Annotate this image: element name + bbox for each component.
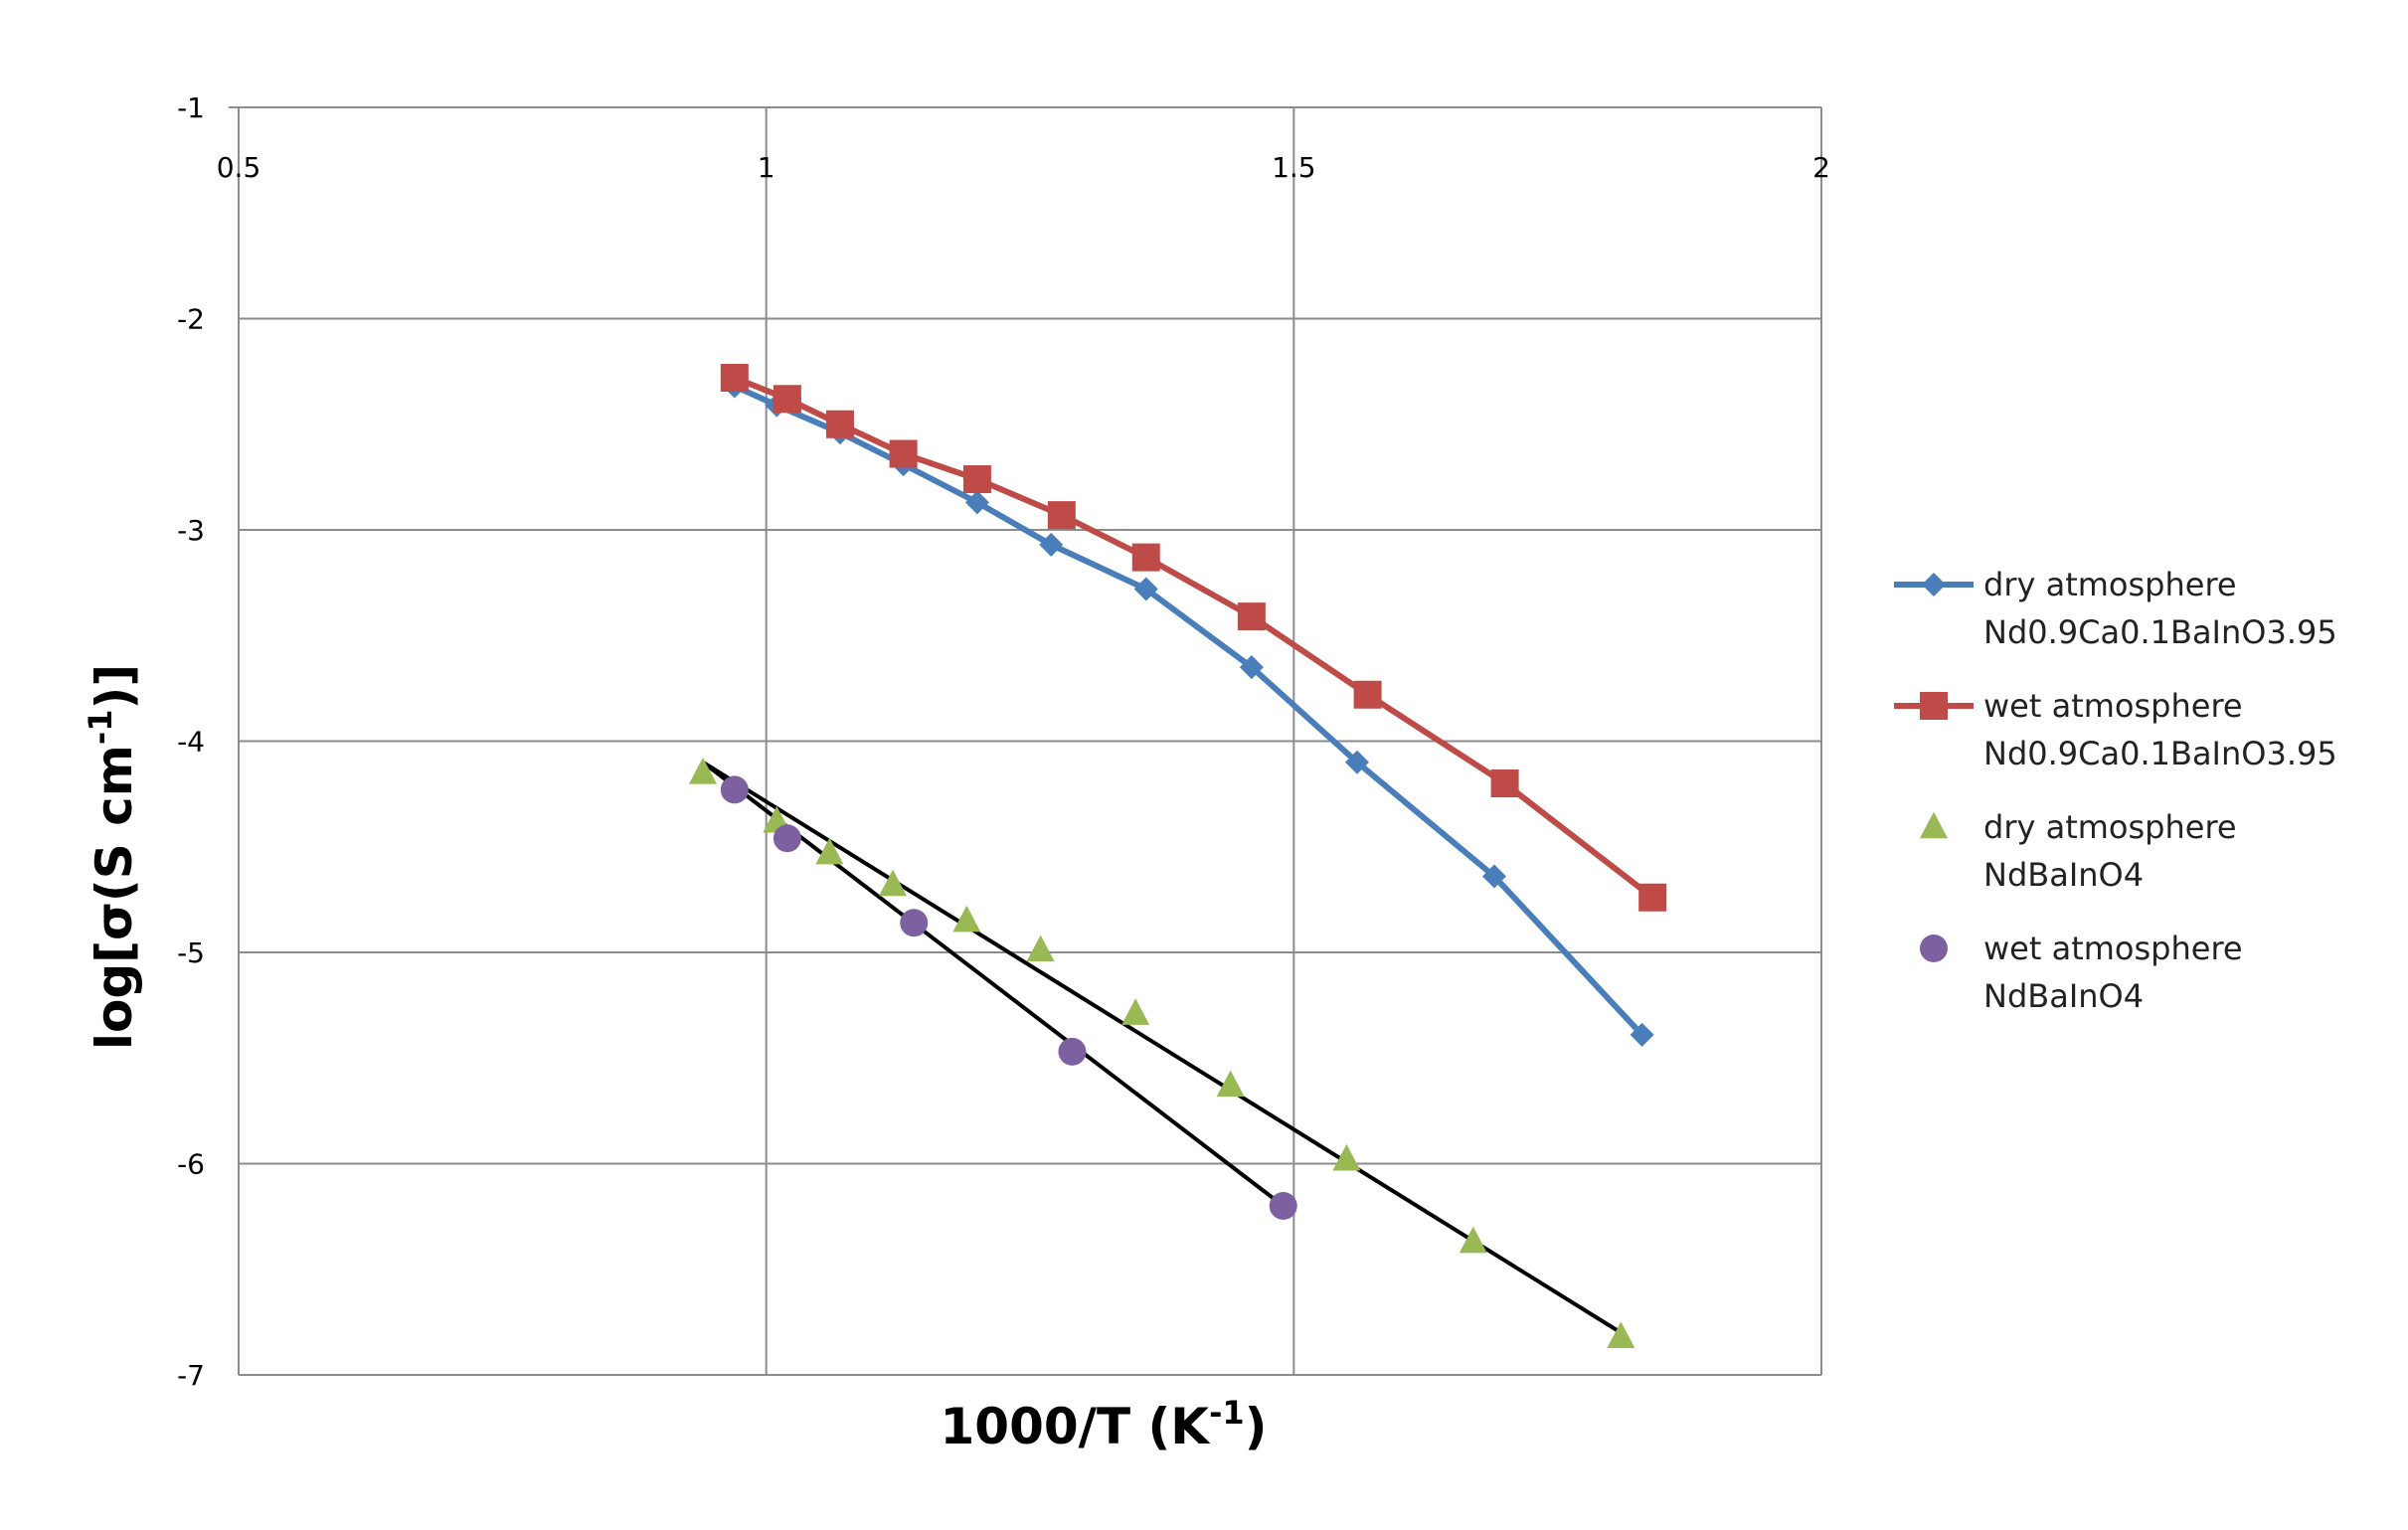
legend-item: dry atmosphere Nd0.9Ca0.1BaInO3.95 xyxy=(1894,566,2337,651)
y-tick-label: -5 xyxy=(177,936,205,969)
legend-label: dry atmosphere xyxy=(1983,808,2237,846)
diamond-point xyxy=(1133,577,1158,601)
x-tick-label: 0.5 xyxy=(217,151,261,184)
legend-item: wet atmosphere NdBaInO4 xyxy=(1920,930,2243,1015)
diamond-point xyxy=(1239,655,1264,680)
diamond-point xyxy=(1039,532,1064,557)
legend-triangle-marker xyxy=(1920,811,1948,839)
series-3 xyxy=(688,757,1635,1348)
diamond-point xyxy=(1630,1022,1654,1047)
legend-label: dry atmosphere xyxy=(1983,566,2237,603)
square-point xyxy=(1131,543,1160,572)
y-axis-title: log[σ(S cm-1)] xyxy=(82,664,143,1050)
square-point xyxy=(825,410,854,438)
gridlines xyxy=(229,106,1822,1376)
square-point xyxy=(1638,883,1667,912)
square-point xyxy=(889,439,918,468)
square-point xyxy=(720,364,749,392)
legend-diamond-marker xyxy=(1922,573,1946,596)
series-2 xyxy=(720,364,1667,912)
series-1 xyxy=(722,374,1654,1047)
triangle-point xyxy=(1121,998,1150,1025)
circle-point xyxy=(900,909,929,937)
legend-label: NdBaInO4 xyxy=(1983,856,2144,894)
y-tick-label: -6 xyxy=(177,1148,205,1181)
triangle-point xyxy=(815,837,844,865)
x-tick-label: 2 xyxy=(1812,151,1830,184)
y-tick-label: -4 xyxy=(177,726,205,759)
diamond-point xyxy=(1345,750,1370,774)
legend-circle-marker xyxy=(1920,935,1948,962)
legend-label: wet atmosphere xyxy=(1983,687,2243,725)
y-tick-labels: -1 -2 -3 -4 -5 -6 -7 xyxy=(177,91,205,1392)
y-tick-label: -7 xyxy=(177,1359,205,1392)
triangle-point xyxy=(952,905,981,933)
legend-label: wet atmosphere xyxy=(1983,930,2243,967)
legend-label: NdBaInO4 xyxy=(1983,977,2144,1015)
square-point xyxy=(773,385,801,414)
x-tick-label: 1 xyxy=(758,151,775,184)
series-4 xyxy=(720,775,1297,1220)
series-line xyxy=(733,375,1655,901)
square-point xyxy=(1047,501,1076,530)
y-tick-label: -2 xyxy=(177,303,205,336)
triangle-point xyxy=(1332,1143,1361,1171)
legend-square-marker xyxy=(1920,692,1948,720)
data-series xyxy=(688,364,1667,1348)
circle-point xyxy=(773,824,801,853)
x-axis-title: 1000/T (K-1) xyxy=(941,1394,1268,1455)
triangle-point xyxy=(688,757,717,784)
square-point xyxy=(1353,680,1382,709)
triangle-point xyxy=(1607,1321,1635,1348)
square-point xyxy=(962,465,991,493)
diamond-point xyxy=(1481,864,1506,889)
legend-item: wet atmosphere Nd0.9Ca0.1BaInO3.95 xyxy=(1894,687,2337,772)
circle-point xyxy=(1269,1192,1297,1220)
square-point xyxy=(1237,602,1266,631)
circle-point xyxy=(1058,1037,1087,1066)
y-tick-label: -3 xyxy=(177,514,205,547)
circle-point xyxy=(720,775,749,804)
x-tick-label: 1.5 xyxy=(1272,151,1316,184)
square-point xyxy=(1490,769,1519,797)
series-line xyxy=(733,383,1644,1037)
x-tick-labels: 0.5 1 1.5 2 xyxy=(217,151,1830,184)
legend-item: dry atmosphere NdBaInO4 xyxy=(1920,808,2237,894)
legend-label: Nd0.9Ca0.1BaInO3.95 xyxy=(1983,735,2337,772)
triangle-point xyxy=(1216,1070,1245,1098)
triangle-point xyxy=(1459,1226,1487,1254)
triangle-point xyxy=(1026,935,1055,962)
y-tick-label: -1 xyxy=(177,91,205,124)
diamond-point xyxy=(964,490,989,515)
triangle-point xyxy=(879,869,908,897)
legend-label: Nd0.9Ca0.1BaInO3.95 xyxy=(1983,613,2337,651)
